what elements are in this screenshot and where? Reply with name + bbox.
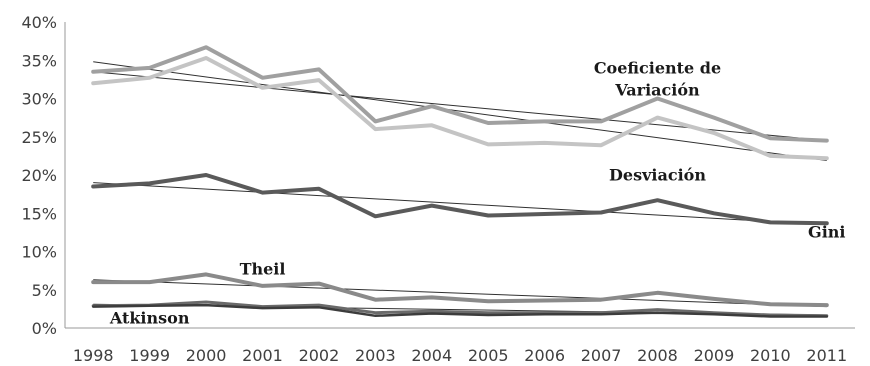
series-line-2 [91,173,829,226]
y-tick-label: 15% [21,204,57,223]
series-lines [91,45,829,318]
x-tick-label: 2006 [524,346,565,365]
annotation-label: Atkinson [109,308,190,327]
y-tick-label: 35% [21,51,57,70]
annotation-label: Desviación [609,165,706,184]
annotation-label: Theil [240,259,286,278]
y-tick-label: 40% [21,13,57,32]
axes [64,22,855,329]
x-tick-label: 1999 [129,346,170,365]
x-tick-label: 2010 [750,346,791,365]
series-line-1 [91,56,829,161]
series-line-3 [91,272,829,308]
x-tick-label: 2000 [186,346,227,365]
series-line-0 [91,45,829,143]
trendline-0 [93,61,827,161]
annotations: Coeficiente de Variación Desviación Gini The… [109,58,846,327]
series-line-5 [91,303,829,318]
series-line-4 [91,300,829,318]
y-tick-label: 0% [32,319,57,338]
x-tick-label: 2004 [411,346,452,365]
y-tick-label: 30% [21,90,57,109]
x-tick-label: 2003 [355,346,396,365]
x-tick-label: 2001 [242,346,283,365]
y-tick-label: 20% [21,166,57,185]
x-tick-label: 1998 [73,346,114,365]
trendlines [93,61,827,316]
annotation-label: Variación [614,80,700,99]
x-tick-label: 2005 [468,346,509,365]
annotation-label: Gini [808,223,845,242]
x-tick-label: 2008 [637,346,678,365]
x-tick-label: 2007 [581,346,622,365]
x-tick-label: 2009 [694,346,735,365]
y-tick-label: 10% [21,243,57,262]
trendline-3 [93,279,827,308]
x-tick-label: 2002 [299,346,340,365]
y-tick-label: 5% [32,281,57,300]
x-axis-ticks: 1998 1999 2000 2001 2002 2003 2004 2005 2006 2007… [73,346,847,365]
trendline-1 [93,71,827,142]
y-tick-label: 25% [21,128,57,147]
annotation-label: Coeficiente de [594,58,721,77]
trendline-2 [93,182,827,226]
y-axis-ticks: 0% 5% 10% 15% 20% 25% 30% 35% 40% [21,13,57,338]
x-tick-label: 2011 [806,346,847,365]
